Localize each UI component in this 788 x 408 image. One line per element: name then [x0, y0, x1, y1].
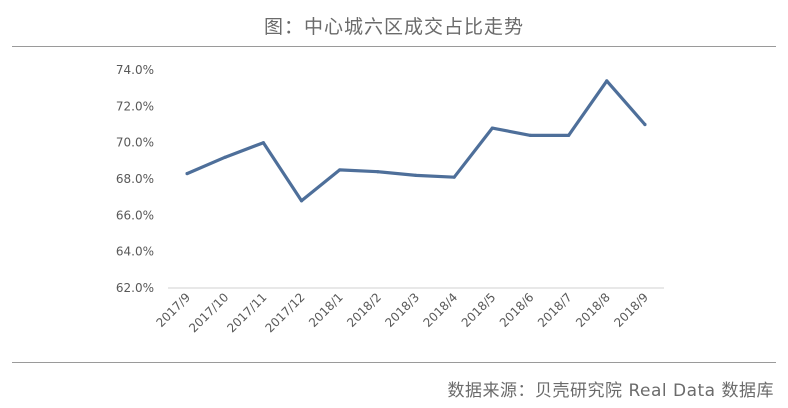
y-tick-label: 70.0%	[116, 136, 154, 150]
top-divider	[12, 46, 776, 47]
data-point	[605, 79, 609, 83]
data-point	[338, 168, 342, 172]
chart-title: 图：中心城六区成交占比走势	[263, 16, 524, 38]
series-line	[185, 79, 647, 203]
x-tick-label: 2018/8	[573, 290, 613, 330]
data-point	[528, 133, 533, 137]
source-note: 数据来源：贝壳研究院 Real Data 数据库	[447, 381, 774, 401]
data-point	[223, 155, 227, 159]
x-tick-label: 2018/3	[382, 290, 422, 330]
x-tick-label: 2018/7	[535, 290, 575, 330]
x-tick-label: 2018/6	[497, 290, 537, 330]
bottom-divider	[12, 362, 776, 363]
x-tick-label: 2017/12	[263, 290, 308, 335]
y-tick-label: 74.0%	[116, 63, 154, 77]
x-tick-label: 2017/10	[186, 290, 231, 335]
y-tick-label: 66.0%	[116, 208, 154, 222]
data-point	[490, 126, 494, 130]
x-tick-label: 2017/11	[224, 290, 269, 335]
data-point	[643, 122, 647, 127]
y-tick-label: 62.0%	[116, 281, 154, 295]
x-tick-label: 2018/2	[344, 290, 384, 330]
data-point	[414, 173, 418, 177]
y-tick-label: 64.0%	[116, 245, 154, 259]
data-point	[299, 199, 304, 203]
x-tick-label: 2018/9	[611, 290, 651, 330]
y-tick-label: 72.0%	[116, 99, 154, 113]
data-point	[567, 133, 571, 137]
data-point	[376, 170, 380, 174]
data-point	[452, 175, 456, 179]
x-tick-label: 2018/5	[459, 290, 499, 330]
data-point	[261, 141, 265, 145]
y-axis: 62.0% 64.0% 66.0% 68.0% 70.0% 72.0% 74.0%	[116, 63, 154, 295]
x-tick-label: 2018/1	[306, 290, 346, 330]
series-points	[185, 79, 647, 203]
x-tick-label: 2018/4	[421, 290, 461, 330]
x-axis: 2017/92017/102017/112017/122018/12018/22…	[153, 290, 651, 335]
y-tick-label: 68.0%	[116, 172, 154, 186]
data-point	[185, 171, 189, 176]
